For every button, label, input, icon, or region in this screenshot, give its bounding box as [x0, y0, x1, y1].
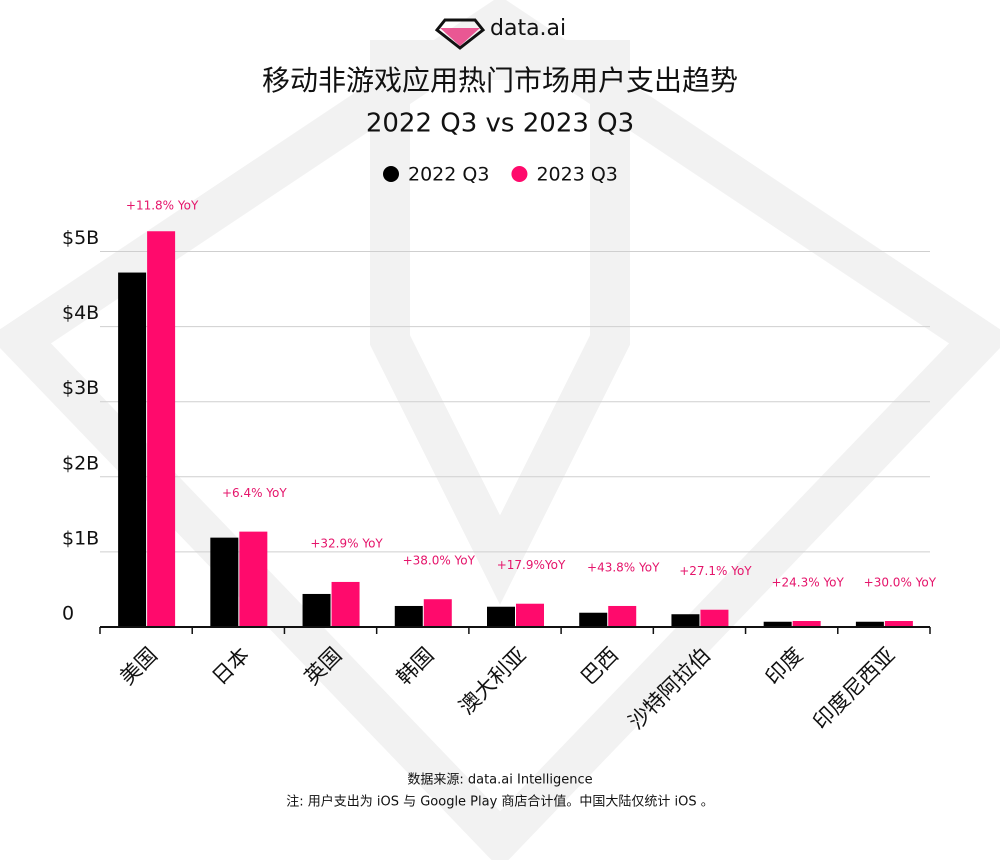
logo-icon-fill [440, 28, 480, 46]
y-tick-label: $1B [62, 527, 99, 549]
annotation: +32.9% YoY [310, 536, 383, 550]
annotation: +24.3% YoY [771, 575, 844, 589]
bar [792, 620, 821, 627]
bar [118, 272, 147, 627]
bar [331, 581, 360, 627]
x-tick-label: 巴西 [576, 643, 623, 690]
chart-title: 移动非游戏应用热门市场用户支出趋势 [262, 64, 738, 97]
logo-text: data.ai [490, 16, 566, 41]
bar [210, 537, 239, 627]
x-tick-label: 美国 [115, 643, 162, 690]
bar [516, 603, 544, 627]
y-tick-label: $2B [62, 452, 99, 474]
logo-icon [434, 18, 486, 50]
legend-label: 2022 Q3 [408, 164, 489, 186]
x-tick-label: 印度尼西亚 [808, 643, 899, 734]
legend-label: 2023 Q3 [536, 164, 617, 186]
bar [394, 605, 423, 627]
bar [239, 531, 268, 627]
bar [579, 612, 608, 627]
x-tick-label: 印度 [761, 643, 808, 690]
x-tick-label: 澳大利亚 [454, 643, 530, 719]
x-tick-label: 韩国 [392, 643, 439, 690]
bar [700, 609, 729, 627]
footnote: 注: 用户支出为 iOS 与 Google Play 商店合计值。中国大陆仅统计… [286, 794, 714, 810]
bar [423, 599, 452, 627]
bar [763, 621, 792, 627]
bar [147, 231, 176, 628]
bar [884, 620, 913, 627]
bar [855, 621, 884, 627]
y-tick-label: $3B [62, 377, 99, 399]
annotation: +6.4% YoY [222, 486, 287, 500]
chart-subtitle: 2022 Q3 vs 2023 Q3 [366, 109, 634, 139]
annotation: +17.9%YoY [497, 558, 566, 572]
annotation: +30.0% YoY [864, 575, 937, 589]
legend-swatch [511, 166, 528, 182]
bar [671, 614, 700, 627]
footnote: 数据来源: data.ai Intelligence [407, 773, 592, 788]
annotation: +38.0% YoY [403, 554, 476, 568]
annotation: +43.8% YoY [587, 560, 660, 574]
bar [302, 593, 331, 627]
annotation: +11.8% YoY [126, 199, 199, 213]
y-tick-label: 0 [62, 603, 74, 625]
bar [608, 605, 637, 627]
annotation: +27.1% YoY [679, 564, 752, 578]
logo: data.ai [434, 16, 566, 50]
y-tick-label: $4B [62, 302, 99, 324]
y-tick-label: $5B [62, 227, 99, 249]
x-tick-label: 日本 [207, 643, 254, 690]
legend-swatch [383, 166, 399, 182]
bar [487, 606, 515, 627]
